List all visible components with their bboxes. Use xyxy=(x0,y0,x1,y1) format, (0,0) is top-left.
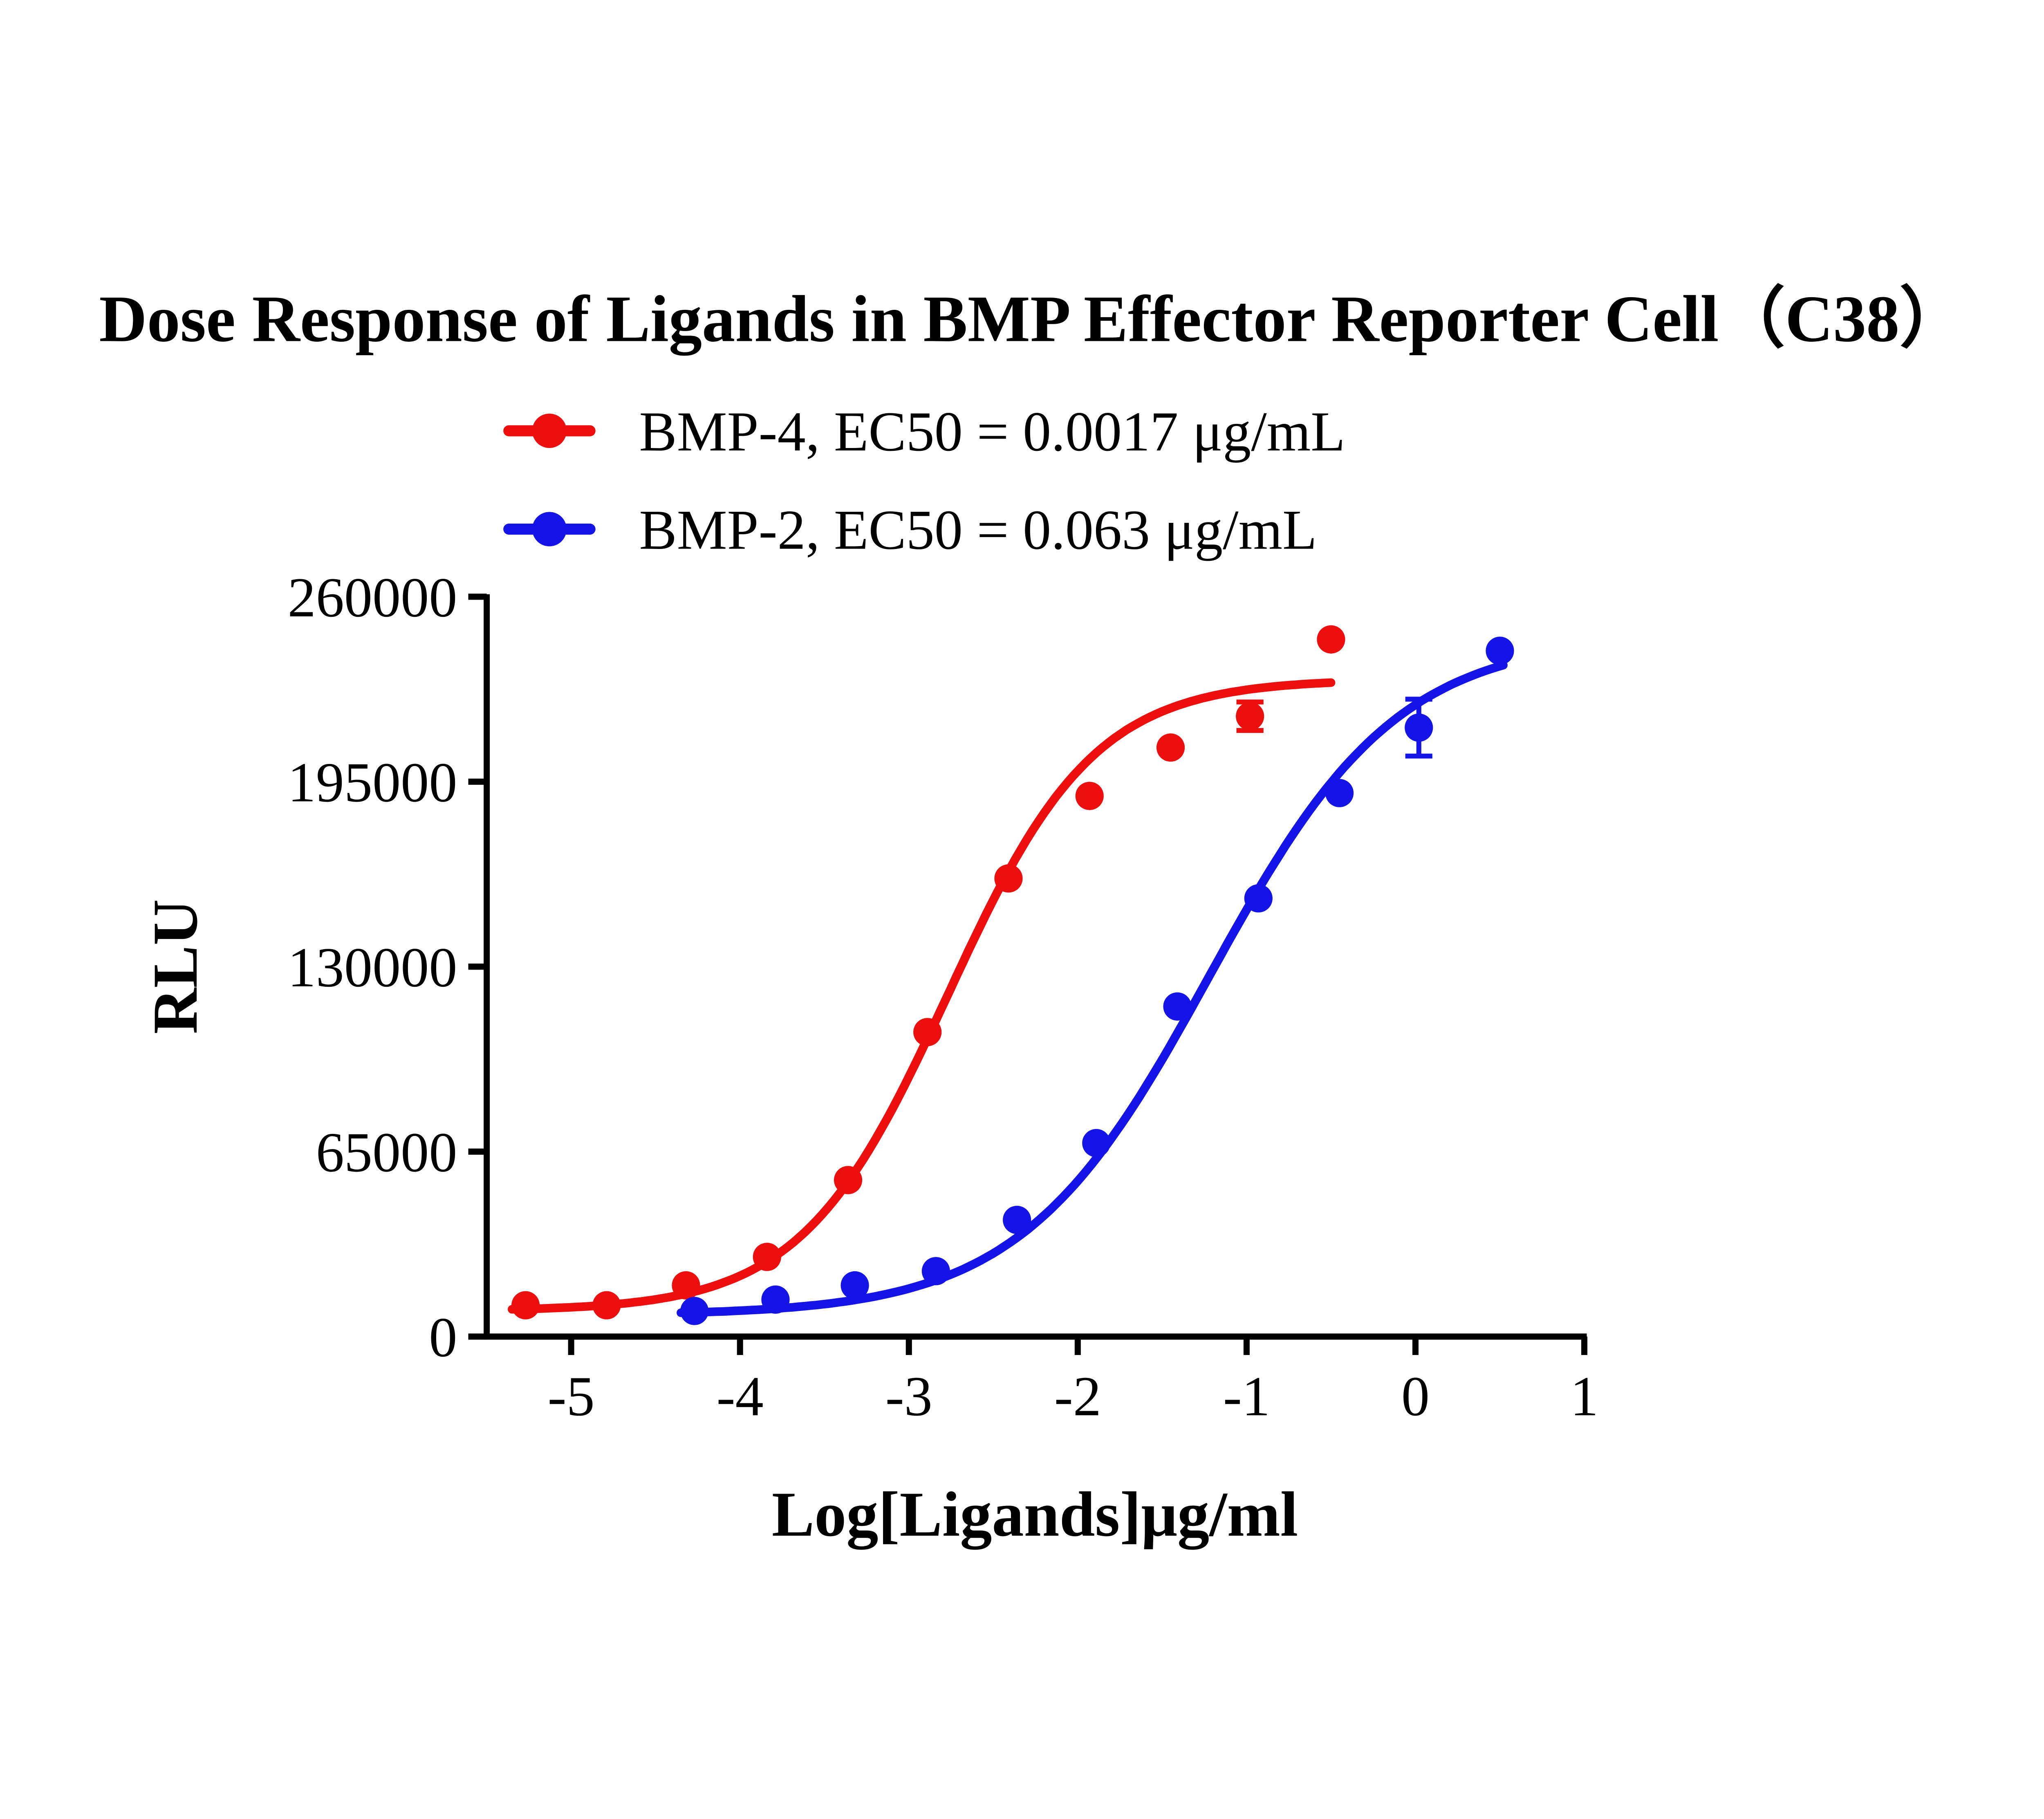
x-tick-label: -1 xyxy=(1223,1365,1270,1427)
curve-bmp-4 xyxy=(508,678,1336,1314)
data-point-bmp-2 xyxy=(761,1285,790,1314)
legend-item: BMP-2, EC50 = 0.063 μg/mL xyxy=(503,499,1317,561)
data-point-bmp-2 xyxy=(680,1297,709,1325)
legend-item: BMP-4, EC50 = 0.0017 μg/mL xyxy=(503,400,1345,463)
data-point-bmp-4 xyxy=(753,1243,781,1271)
data-point-bmp-4 xyxy=(592,1291,621,1319)
data-point-bmp-2 xyxy=(1244,884,1273,913)
legend: BMP-4, EC50 = 0.0017 μg/mL BMP-2, EC50 = … xyxy=(503,400,1345,561)
chart-title: Dose Response of Ligands in BMP Effector… xyxy=(99,282,1966,356)
legend-dot-icon xyxy=(532,413,567,448)
data-point-bmp-4 xyxy=(1156,733,1185,762)
data-point-bmp-2 xyxy=(1003,1205,1031,1234)
y-tick-label: 65000 xyxy=(316,1121,457,1183)
data-point-bmp-2 xyxy=(1325,779,1354,807)
data-point-bmp-4 xyxy=(834,1166,863,1194)
data-point-bmp-4 xyxy=(511,1291,540,1319)
x-tick-label: -2 xyxy=(1054,1365,1101,1427)
x-tick-label: 0 xyxy=(1401,1365,1430,1427)
y-tick-label: 0 xyxy=(429,1306,457,1369)
x-tick-label: -5 xyxy=(548,1365,595,1427)
y-tick-label: 130000 xyxy=(288,936,457,999)
plot-area: 0 65000 130000 195000 260000 -5 -4 -3 -2 -1 0 1 xyxy=(288,566,1599,1427)
data-point-bmp-2 xyxy=(921,1257,950,1286)
data-point-bmp-2 xyxy=(1486,636,1514,665)
data-point-bmp-2 xyxy=(1082,1129,1111,1157)
data-point-bmp-2 xyxy=(1163,992,1192,1021)
data-point-bmp-4 xyxy=(913,1018,942,1046)
y-tick-label: 260000 xyxy=(288,566,457,629)
y-tick-label: 195000 xyxy=(288,751,457,813)
legend-label: BMP-2, EC50 = 0.063 μg/mL xyxy=(639,499,1317,561)
data-point-bmp-4 xyxy=(672,1271,700,1300)
legend-label: BMP-4, EC50 = 0.0017 μg/mL xyxy=(639,400,1345,463)
data-point-bmp-4 xyxy=(1075,782,1104,810)
data-point-bmp-4 xyxy=(994,864,1023,893)
x-tick-label: -3 xyxy=(885,1365,932,1427)
x-tick-label: 1 xyxy=(1570,1365,1598,1427)
x-axis-title: Log[Ligands]μg/ml xyxy=(772,1479,1298,1550)
data-point-bmp-2 xyxy=(840,1271,869,1300)
data-point-bmp-4 xyxy=(1317,625,1345,654)
y-axis-title: RLU xyxy=(140,899,211,1034)
data-point-bmp-4 xyxy=(1236,702,1264,730)
legend-dot-icon xyxy=(532,512,567,547)
curve-bmp-2 xyxy=(677,661,1508,1317)
x-tick-label: -4 xyxy=(717,1365,764,1427)
data-point-bmp-2 xyxy=(1405,713,1433,742)
